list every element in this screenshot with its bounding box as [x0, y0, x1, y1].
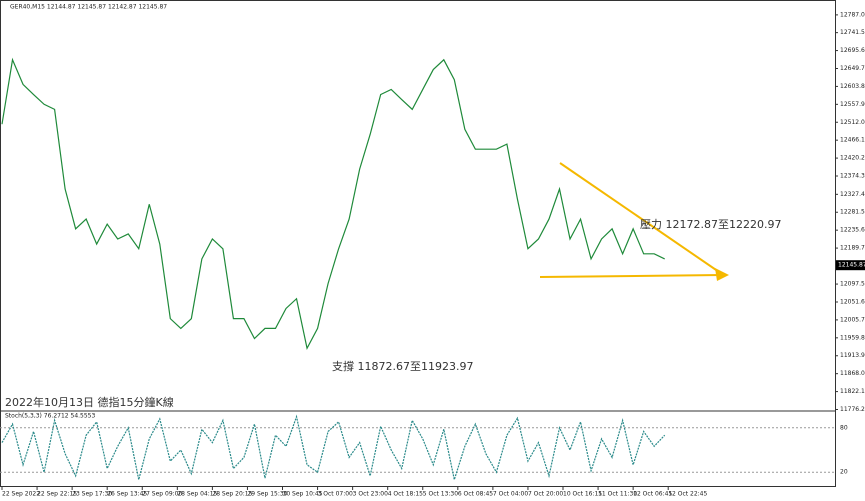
plot-frame — [0, 0, 836, 487]
y-tick-label: 12235.60 — [840, 227, 865, 234]
y-tick-label: 11913.95 — [840, 352, 865, 359]
data-line — [1, 414, 666, 482]
x-tick-label: 5 Oct 13:30 — [423, 491, 458, 498]
x-tick-label: 27 Sep 09:00 — [142, 491, 182, 498]
y-tick-label: 11868.05 — [840, 370, 865, 377]
y-tick-label: 12374.30 — [840, 173, 865, 180]
y-tick-label: 12051.65 — [840, 298, 865, 305]
y-tick-label: 80 — [840, 424, 848, 431]
data-line — [1, 57, 665, 351]
x-tick-label: 28 Sep 04:15 — [177, 491, 217, 498]
x-tick-label: 11 Oct 11:30 — [598, 491, 637, 498]
x-tick-label: 12 Oct 06:45 — [633, 491, 672, 498]
indicator-title: Stoch(5,3,3) 76.2712 54.5553 — [5, 413, 96, 420]
y-tick-label: 12512.00 — [840, 119, 865, 126]
x-tick-label: 29 Sep 15:30 — [247, 491, 287, 498]
x-tick-label: 22 Sep 22:15 — [37, 491, 77, 498]
x-tick-label: 6 Oct 08:45 — [458, 491, 493, 498]
last-price-box — [836, 260, 865, 271]
x-tick-label: 4 Oct 18:15 — [388, 491, 423, 498]
y-tick-label: 12281.50 — [840, 209, 865, 216]
x-tick-label: 3 Oct 23:00 — [353, 491, 388, 498]
y-tick-label: 12097.55 — [840, 281, 865, 288]
y-tick-label: 12466.10 — [840, 137, 865, 144]
y-tick-label: 11959.85 — [840, 334, 865, 341]
y-tick-label: 12603.80 — [840, 83, 865, 90]
x-tick-label: 22 Sep 2022 — [2, 491, 40, 498]
y-tick-label: 12695.60 — [840, 47, 865, 54]
x-tick-label: 7 Oct 04:00 — [493, 491, 528, 498]
x-tick-label: 3 Oct 07:00 — [318, 491, 353, 498]
chart-title: GER40,M15 12144.87 12145.87 12142.87 121… — [10, 4, 167, 11]
x-tick-label: 7 Oct 20:00 — [528, 491, 563, 498]
y-tick-label: 20 — [840, 469, 848, 476]
y-tick-label: 12189.70 — [840, 245, 865, 252]
x-tick-label: 30 Sep 10:45 — [283, 491, 323, 498]
x-tick-label: 28 Sep 20:15 — [212, 491, 252, 498]
x-tick-label: 10 Oct 16:15 — [563, 491, 602, 498]
x-tick-label: 12 Oct 22:45 — [668, 491, 707, 498]
support-line — [539, 274, 723, 278]
arrow-head — [715, 268, 729, 281]
y-tick-label: 12741.50 — [840, 29, 865, 36]
annotation: 2022年10月13日 德指15分鐘K線 — [5, 395, 174, 409]
y-tick-label: 12327.40 — [840, 191, 865, 198]
y-tick-label: 12005.75 — [840, 316, 865, 323]
y-tick-label: 12557.90 — [840, 101, 865, 108]
y-tick-label: 12649.70 — [840, 65, 865, 72]
y-tick-label: 11822.15 — [840, 388, 865, 395]
y-tick-label: 12787.00 — [840, 11, 865, 18]
x-tick-label: 26 Sep 13:45 — [107, 491, 147, 498]
last-price-label: 12145.87 — [838, 262, 865, 269]
y-tick-label: 12420.20 — [840, 155, 865, 162]
annotation: 壓力 12172.87至12220.97 — [640, 218, 781, 231]
x-tick-label: 23 Sep 17:30 — [72, 491, 112, 498]
annotation: 支撐 11872.67至11923.97 — [332, 359, 473, 373]
y-tick-label: 11776.25 — [840, 406, 865, 413]
resistance-line — [559, 162, 723, 275]
